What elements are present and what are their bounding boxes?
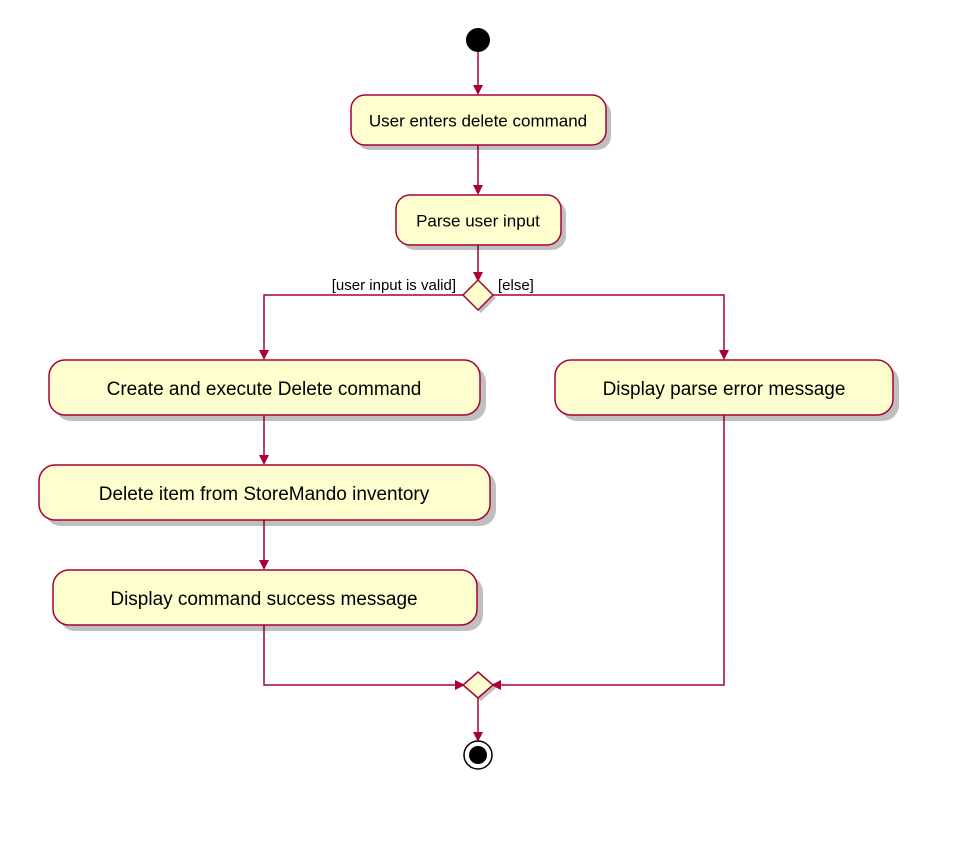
node-enter-command-label: User enters delete command xyxy=(369,111,587,130)
branch-left-label: [user input is valid] xyxy=(332,277,456,294)
branch-right-label: [else] xyxy=(498,277,534,294)
merge-node xyxy=(463,672,496,701)
edge-n1-n2 xyxy=(473,145,483,195)
edge-n5-d2 xyxy=(264,625,465,690)
edge-start-n1 xyxy=(473,52,483,95)
node-delete-item: Delete item from StoreMando inventory xyxy=(39,465,496,526)
end-node xyxy=(464,741,492,769)
node-parse-input-label: Parse user input xyxy=(416,211,540,230)
activity-diagram: User enters delete command Parse user in… xyxy=(0,0,958,845)
node-create-execute: Create and execute Delete command xyxy=(49,360,486,421)
start-node xyxy=(466,28,490,52)
edge-d1-n3 xyxy=(259,295,465,360)
edge-n6-d2 xyxy=(491,415,724,690)
edge-n3-n4 xyxy=(259,415,269,465)
decision-valid xyxy=(463,280,496,313)
node-success-msg-label: Display command success message xyxy=(110,589,417,610)
node-parse-input: Parse user input xyxy=(396,195,566,250)
node-enter-command: User enters delete command xyxy=(351,95,611,150)
node-error-msg-label: Display parse error message xyxy=(603,379,846,400)
node-error-msg: Display parse error message xyxy=(555,360,899,421)
edge-d1-n6 xyxy=(491,295,729,360)
node-success-msg: Display command success message xyxy=(53,570,483,631)
node-create-execute-label: Create and execute Delete command xyxy=(107,379,422,400)
edge-n4-n5 xyxy=(259,520,269,570)
edge-d2-end xyxy=(473,698,483,742)
edge-n2-d1 xyxy=(473,245,483,282)
node-delete-item-label: Delete item from StoreMando inventory xyxy=(99,484,430,505)
